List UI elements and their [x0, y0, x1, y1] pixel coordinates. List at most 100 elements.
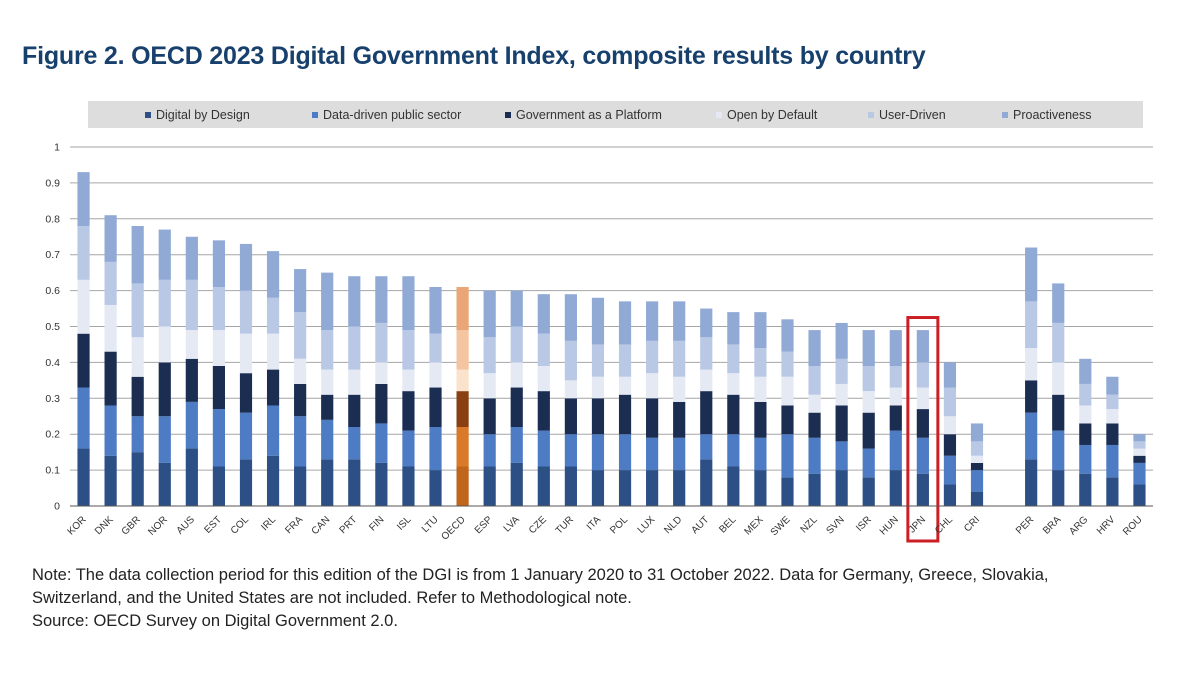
legend-swatch	[1002, 111, 1008, 118]
bar-segment	[158, 229, 171, 280]
bar-segment	[239, 333, 253, 374]
x-tick-label: SWE	[769, 514, 793, 538]
bar-segment	[862, 412, 875, 449]
bar-segment	[537, 333, 550, 366]
bar-segment	[564, 340, 577, 381]
bar-segment	[781, 405, 794, 435]
bar-segment	[131, 452, 144, 506]
bar-segment	[835, 405, 848, 442]
bar-segment	[239, 459, 253, 506]
bar-segment	[429, 362, 442, 388]
bar-segment	[537, 466, 550, 506]
bar-segment	[1133, 462, 1146, 485]
bar-segment	[1106, 376, 1119, 395]
bar-segment	[1079, 383, 1092, 406]
figure-title: Figure 2. OECD 2023 Digital Government I…	[22, 42, 926, 70]
bar-segment	[943, 387, 957, 417]
bar-segment	[862, 365, 875, 392]
x-tick-label: OECD	[439, 514, 467, 542]
bar-segment	[835, 441, 848, 471]
bar-segment	[348, 326, 361, 370]
bar-segment	[266, 455, 280, 506]
x-tick-label: ROU	[1121, 514, 1145, 538]
bar-segment	[294, 383, 307, 417]
bar-segment	[835, 470, 848, 506]
bar-segment	[77, 333, 90, 388]
bar-segment	[727, 394, 740, 435]
bar-segment	[77, 387, 90, 449]
bar-segment	[375, 362, 388, 384]
legend-swatch	[868, 111, 874, 118]
bar-segment	[781, 376, 794, 406]
bar-segment	[862, 477, 875, 506]
bar-segment	[646, 398, 659, 438]
bar-segment	[185, 401, 198, 449]
bar-segment	[835, 383, 848, 406]
x-tick-label: COL	[229, 514, 252, 537]
x-tick-label: FIN	[367, 514, 386, 533]
figure-notes: Note: The data collection period for thi…	[32, 564, 1182, 633]
bar-segment	[321, 330, 334, 370]
bar-segment	[321, 369, 334, 395]
x-tick-label: DNK	[93, 514, 116, 537]
bar-segment	[483, 398, 496, 435]
bar-segment	[77, 279, 90, 334]
bar-segment	[564, 294, 577, 341]
bar-segment	[294, 466, 307, 506]
bar-segment	[104, 304, 117, 352]
bar-segment	[727, 373, 740, 395]
bar-segment	[916, 437, 929, 474]
bar-segment	[835, 358, 848, 384]
bar-segment	[131, 283, 144, 338]
bar-segment	[158, 462, 171, 506]
bar-segment	[916, 473, 929, 506]
bar-segment	[537, 430, 550, 467]
x-tick-label: NZL	[799, 514, 820, 535]
bar-segment	[591, 398, 605, 435]
bar-segment	[158, 326, 171, 363]
bar-segment	[591, 344, 605, 377]
bar-segment	[727, 344, 740, 374]
bar-segment	[889, 330, 902, 366]
bar-segment	[564, 380, 577, 399]
bar-segment	[1106, 477, 1119, 506]
bar-segment	[700, 308, 713, 338]
bar-segment	[1133, 441, 1146, 449]
bar-segment	[348, 427, 361, 460]
bar-segment	[1106, 444, 1119, 478]
bar-segment	[754, 312, 767, 349]
x-tick-label: FRA	[283, 514, 305, 536]
bar-segment	[673, 470, 686, 506]
bar-segment	[889, 430, 902, 471]
bar-segment	[131, 225, 144, 284]
bar-segment	[591, 376, 605, 399]
bar-segment	[212, 330, 226, 366]
bar-segment	[158, 416, 171, 463]
bar-segment	[591, 434, 605, 471]
bar-segment	[646, 373, 659, 399]
bar-segment	[646, 340, 659, 374]
bar-segment	[456, 466, 469, 506]
bar-segment	[239, 290, 253, 334]
bar-segment	[808, 365, 821, 395]
x-tick-label: ISR	[854, 514, 874, 534]
bar-segment	[429, 333, 442, 363]
bar-segment	[429, 427, 442, 471]
note-line-2: Switzerland, and the United States are n…	[32, 589, 632, 607]
y-tick-label: 0.5	[45, 321, 60, 333]
y-tick-label: 0	[54, 501, 60, 513]
bar-segment	[754, 437, 767, 471]
bar-segment	[212, 240, 226, 288]
legend-swatch	[312, 111, 318, 118]
bar-segment	[564, 398, 577, 435]
x-tick-label: PRT	[338, 514, 360, 536]
bar-segment	[1106, 423, 1119, 445]
x-tick-label: CRI	[962, 514, 982, 534]
bar-segment	[483, 337, 496, 374]
bar-segment	[1025, 348, 1038, 381]
bar-segment	[673, 401, 686, 438]
bar-segment	[727, 434, 740, 467]
legend-item: Data-driven public sector	[312, 101, 461, 128]
bar-segment	[1025, 247, 1038, 302]
bar-segment	[727, 312, 740, 345]
